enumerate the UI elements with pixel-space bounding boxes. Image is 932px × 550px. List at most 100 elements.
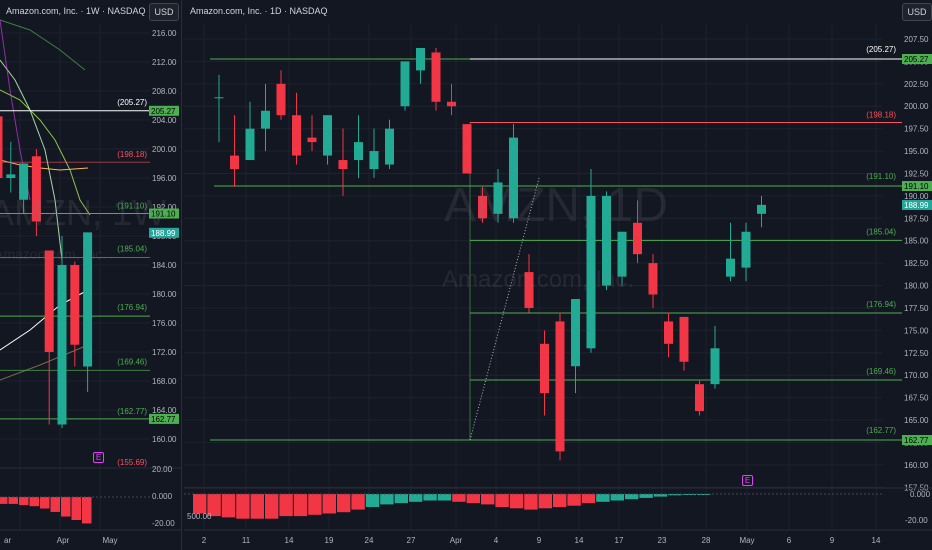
candle-body xyxy=(493,182,503,214)
x-tick-weekly: Apr xyxy=(57,536,70,545)
daily-chart-canvas[interactable]: 207.50205.00202.50200.00197.50195.00192.… xyxy=(184,0,932,550)
daily-watermark-ticker: AMZN, 1D xyxy=(444,179,669,232)
histogram-bar xyxy=(481,494,495,505)
histogram-bar xyxy=(322,494,336,514)
histogram-bar xyxy=(193,494,207,514)
price-tick-weekly: 160.00 xyxy=(152,435,177,444)
weekly-watermark-name: Amazon.com, Inc. xyxy=(0,246,107,262)
x-tick-daily: May xyxy=(739,536,754,545)
histogram-bar xyxy=(82,497,92,524)
level-label: (162.77) xyxy=(117,407,147,416)
candle-body xyxy=(679,316,689,362)
price-tick-daily: 175.00 xyxy=(904,326,929,335)
price-tick-daily: 165.00 xyxy=(904,416,929,425)
earnings-marker-weekly[interactable]: E xyxy=(93,452,104,463)
histogram-bar xyxy=(0,497,8,504)
price-tick-weekly: 176.00 xyxy=(152,319,177,328)
histogram-bar xyxy=(293,494,308,517)
level-label: (205.27) xyxy=(117,98,147,107)
price-tick-weekly: 200.00 xyxy=(152,145,177,154)
level-label: (198.18) xyxy=(866,111,896,120)
currency-button-weekly[interactable]: USD xyxy=(149,3,179,21)
histogram-bar xyxy=(596,494,610,502)
x-tick-weekly: ar xyxy=(4,536,11,545)
level-label: (191.10) xyxy=(117,202,147,211)
osc-tick-daily: -20.00 xyxy=(905,516,928,525)
candle-body xyxy=(602,195,611,286)
price-tick-weekly: 168.00 xyxy=(152,377,177,386)
weekly-watermark-ticker: AMZN, 1W xyxy=(0,192,166,233)
histogram-bar xyxy=(581,494,596,504)
histogram-bar xyxy=(625,494,639,500)
x-tick-daily: 9 xyxy=(830,536,835,545)
histogram-bar xyxy=(351,494,365,510)
osc-left-label: 500.00 xyxy=(187,512,212,521)
earnings-marker-daily[interactable]: E xyxy=(742,475,753,486)
price-tick-daily: 187.50 xyxy=(904,214,929,223)
weekly-chart-canvas[interactable]: 216.00 212.00 208.00 204.00 200.00 196.00 192.… xyxy=(0,0,182,550)
level-label: (185.04) xyxy=(866,227,896,236)
level-label: (198.18) xyxy=(117,150,147,159)
price-tick-daily: 207.50 xyxy=(904,35,929,44)
histogram-bar xyxy=(697,494,711,495)
candle-body xyxy=(555,321,565,452)
price-tick-daily: 182.50 xyxy=(904,259,929,268)
level-label: (191.10) xyxy=(866,172,896,181)
currency-button-daily[interactable]: USD xyxy=(902,3,932,21)
price-tick-weekly: 212.00 xyxy=(152,58,177,67)
x-tick-daily: 4 xyxy=(494,536,499,545)
histogram-bar xyxy=(524,494,538,510)
daily-watermark-name: Amazon.com, Inc. xyxy=(442,266,635,293)
histogram-bar xyxy=(250,494,264,519)
ma-line-orange xyxy=(0,159,89,171)
x-tick-daily: 24 xyxy=(365,536,374,545)
x-tick-daily: 9 xyxy=(537,536,542,545)
histogram-bar xyxy=(8,497,18,504)
histogram-bar xyxy=(337,494,351,513)
histogram-bar xyxy=(553,494,567,507)
last-price-box: 188.99 xyxy=(151,229,176,238)
level-price-box-bg xyxy=(902,54,932,64)
price-tick-weekly: 184.00 xyxy=(152,261,177,270)
level-price-box: 191.10 xyxy=(904,182,929,191)
level-label: (185.04) xyxy=(117,244,147,253)
daily-chart-pane[interactable]: 207.50205.00202.50200.00197.50195.00192.… xyxy=(184,0,932,550)
histogram-bar xyxy=(265,494,279,519)
histogram-bar xyxy=(423,494,437,501)
candle-body xyxy=(230,155,239,170)
candle-body xyxy=(292,115,301,156)
histogram-bar xyxy=(236,494,250,519)
level-price-box: 205.27 xyxy=(904,55,929,64)
candle-body xyxy=(338,160,348,170)
candle-body xyxy=(0,116,3,178)
candle-body xyxy=(214,97,224,99)
price-tick-daily: 167.50 xyxy=(904,394,929,403)
price-tick-daily: 180.00 xyxy=(904,282,929,291)
ma-line-tan xyxy=(0,344,89,381)
level-price-box-bg xyxy=(902,435,932,446)
last-price-box: 188.99 xyxy=(904,201,929,210)
histogram-bar xyxy=(466,494,480,504)
weekly-chart-pane[interactable]: 216.00 212.00 208.00 204.00 200.00 196.00 192.… xyxy=(0,0,182,550)
histogram-bar xyxy=(61,497,71,517)
level-label: (176.94) xyxy=(866,300,896,309)
price-tick-weekly: 164.00 xyxy=(152,406,177,415)
trend-line xyxy=(469,177,540,441)
level-price-box: 162.77 xyxy=(904,436,929,445)
price-tick-daily: 177.50 xyxy=(904,304,929,313)
candle-body xyxy=(540,343,549,394)
candle-body xyxy=(509,137,518,219)
candle-body xyxy=(633,222,642,255)
x-tick-daily: 19 xyxy=(325,536,334,545)
candle-body xyxy=(83,232,93,367)
histogram-bar xyxy=(394,494,408,504)
candle-body xyxy=(31,156,41,222)
histogram-bar xyxy=(409,494,423,502)
candle-body xyxy=(741,231,751,268)
price-tick-daily: 197.50 xyxy=(904,125,929,134)
price-tick-weekly: 192.00 xyxy=(152,203,177,212)
candle-body xyxy=(57,265,67,425)
level-price-box: 205.27 xyxy=(151,107,176,116)
ma-line-lime xyxy=(0,89,91,216)
candle-body xyxy=(726,258,735,277)
